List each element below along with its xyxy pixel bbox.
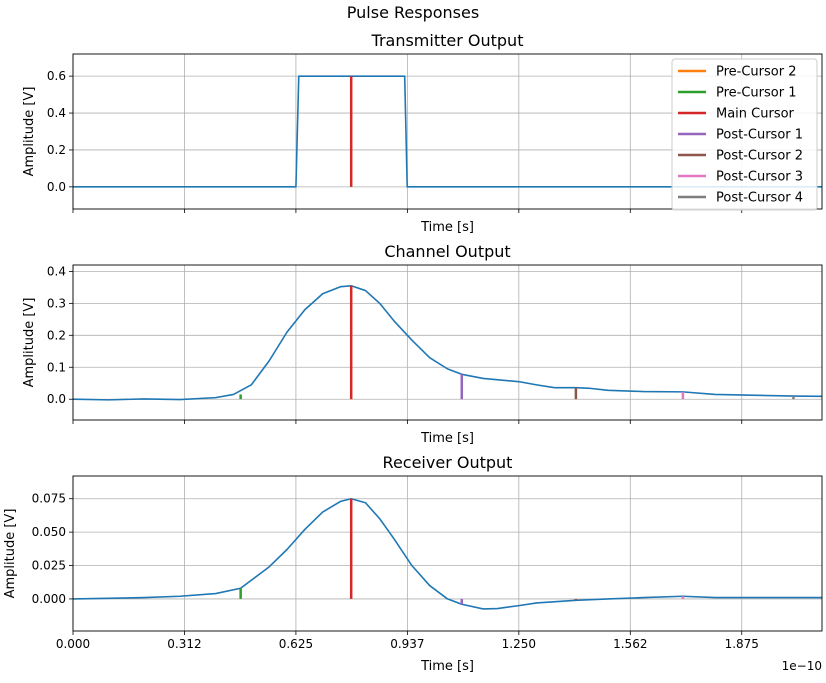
axes-frame [72, 475, 823, 632]
axes-frame [72, 264, 823, 421]
y-tick-label: 0.4 [47, 106, 66, 120]
chart-panels: 0.0 0.2 0.4 0.6 Transmitter Output Time [s] Am… [3, 31, 823, 674]
legend-box [671, 58, 818, 211]
y-tick-label: 0.050 [32, 525, 66, 539]
figure-suptitle: Pulse Responses [347, 3, 479, 22]
y-tick-label: 0.6 [47, 69, 66, 83]
x-tick-label: 1.250 [502, 637, 536, 651]
x-offset-label: 1e−10 [782, 659, 822, 673]
legend-label-main-cursor: Main Cursor [716, 107, 795, 122]
y-axis-label: Amplitude [V] [22, 298, 37, 388]
y-tick-label: 0.0 [47, 392, 66, 406]
y-tick-label: 0.075 [32, 492, 66, 506]
y-axis-label: Amplitude [V] [3, 509, 18, 599]
panel-receiver-output: 0.000 0.312 0.625 0.937 1.250 1.562 1.875 0.000… [3, 453, 823, 674]
axes-frame [72, 53, 823, 210]
x-axis-label: Time [s] [420, 431, 474, 446]
x-tick-label: 1.875 [725, 637, 759, 651]
panel-title: Receiver Output [383, 453, 513, 472]
y-tick-label: 0.0 [47, 180, 66, 194]
signal-line [73, 284, 822, 401]
panel-channel-output: 0.0 0.1 0.2 0.3 0.4 Channel Output Time [s] Amp… [22, 242, 823, 446]
legend-label-post-cursor-3: Post-Cursor 3 [716, 170, 803, 185]
signal-line [73, 497, 822, 610]
x-tick-label: 0.625 [279, 637, 313, 651]
x-axis-label: Time [s] [420, 220, 474, 235]
y-tick-label: 0.2 [47, 328, 66, 342]
legend-label-post-cursor-2: Post-Cursor 2 [716, 149, 803, 164]
y-tick-label: 0.3 [47, 296, 66, 310]
y-tick-label: 0.000 [32, 592, 66, 606]
legend-label-pre-cursor-1: Pre-Cursor 1 [716, 86, 797, 101]
y-tick-label: 0.2 [47, 143, 66, 157]
x-axis-label: Time [s] [420, 659, 474, 674]
y-tick-label: 0.1 [47, 360, 66, 374]
x-tick-label: 1.562 [613, 637, 647, 651]
x-tick-label: 0.312 [167, 637, 201, 651]
y-axis-label: Amplitude [V] [22, 87, 37, 177]
y-tick-label: 0.025 [32, 559, 66, 573]
legend-label-post-cursor-4: Post-Cursor 4 [716, 191, 803, 206]
y-tick-label: 0.4 [47, 264, 66, 278]
panel-title: Transmitter Output [371, 31, 524, 50]
legend: Pre-Cursor 2 Pre-Cursor 1 Main Cursor Post-… [671, 58, 818, 211]
legend-label-pre-cursor-2: Pre-Cursor 2 [716, 65, 797, 80]
x-tick-label: 0.937 [390, 637, 424, 651]
legend-label-post-cursor-1: Post-Cursor 1 [716, 128, 803, 143]
x-tick-label: 0.000 [56, 637, 90, 651]
panel-title: Channel Output [384, 242, 510, 261]
signal-line [73, 75, 822, 188]
